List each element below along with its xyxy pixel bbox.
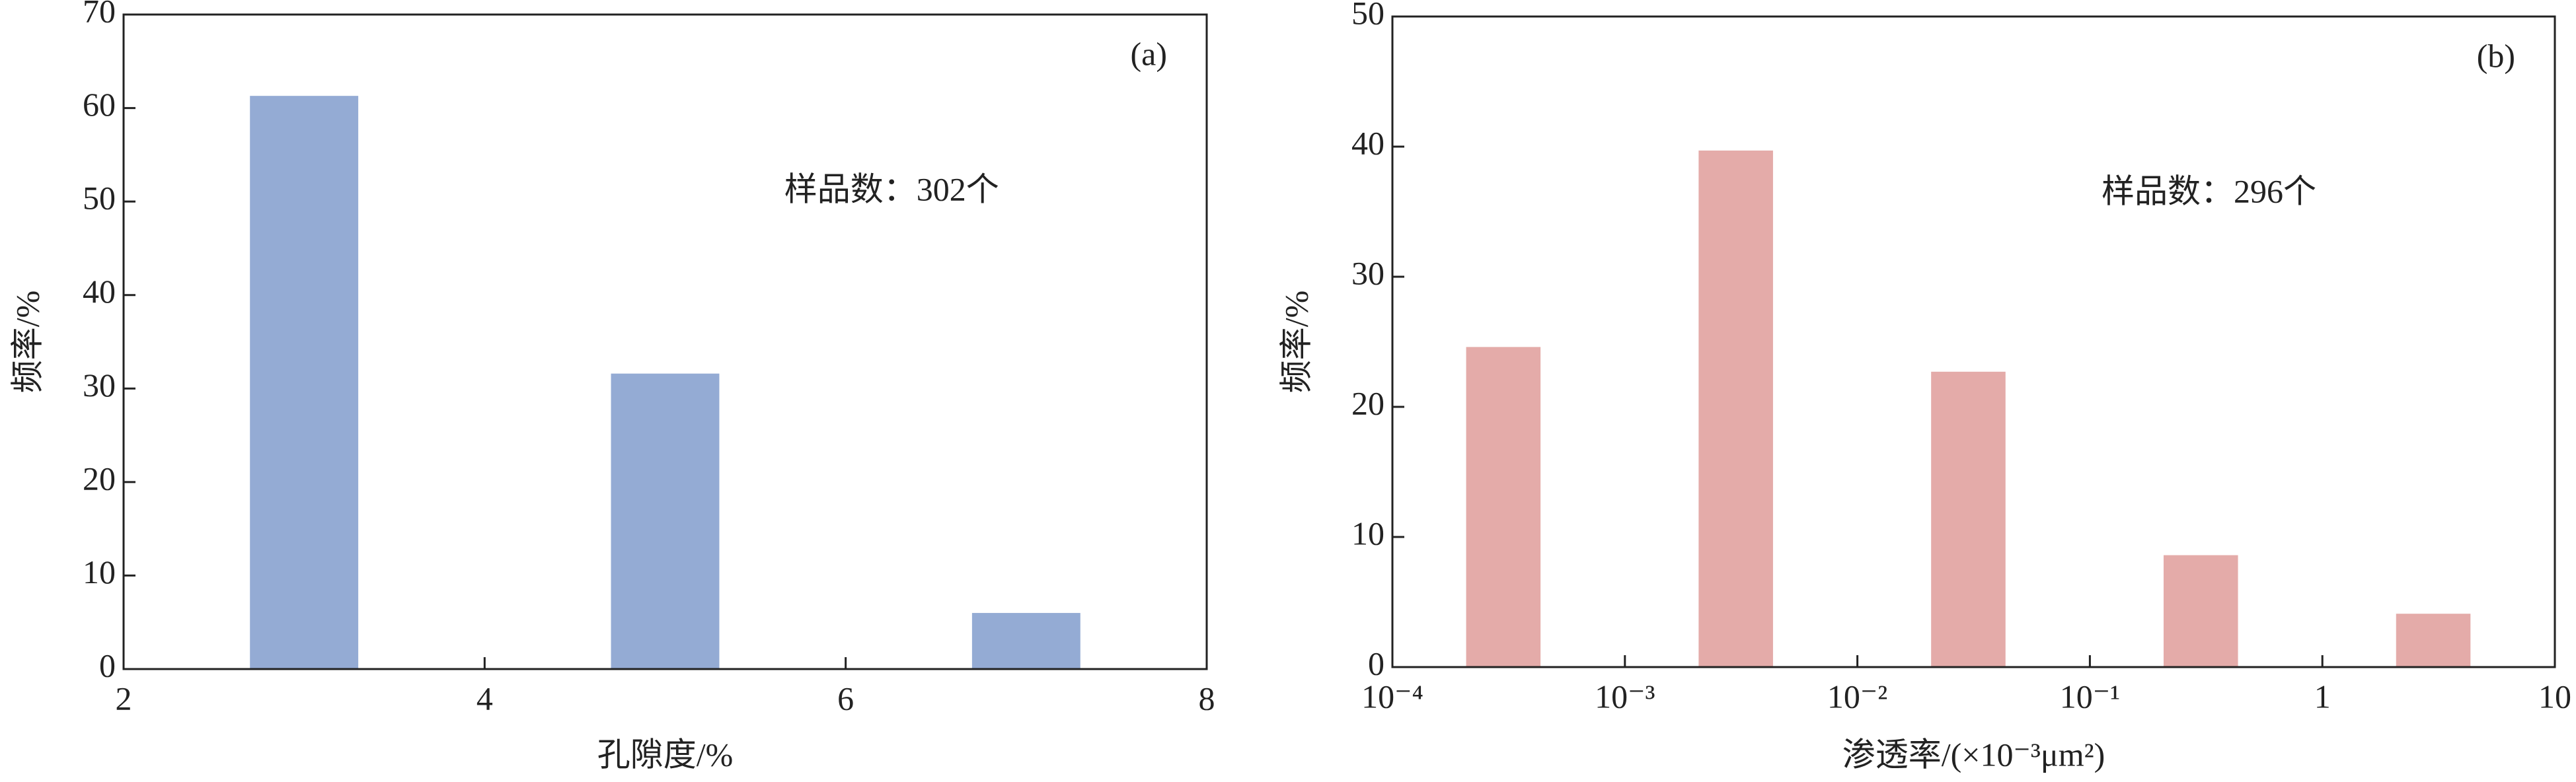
y-tick-label: 20 (83, 460, 116, 497)
y-tick-label: 20 (1351, 384, 1384, 421)
bar (2163, 555, 2238, 667)
x-tick-label: 10⁻³ (1595, 678, 1655, 715)
plot-frame (122, 13, 1208, 670)
y-tick-label: 50 (1351, 0, 1384, 31)
y-tick-label: 10 (1351, 515, 1384, 551)
x-axis-label: 渗透率/(×10⁻³μm²) (1842, 736, 2105, 773)
y-tick-label: 30 (83, 367, 116, 404)
y-tick-label: 70 (83, 0, 116, 29)
x-tick-label: 10⁻¹ (2060, 678, 2120, 715)
panel-label: (b) (2477, 37, 2515, 74)
y-tick-label: 60 (83, 86, 116, 123)
bar (2396, 614, 2471, 667)
y-tick-label: 0 (1368, 645, 1384, 682)
y-tick-label: 10 (83, 553, 116, 590)
y-tick-label: 0 (99, 647, 116, 684)
y-tick-label: 50 (83, 180, 116, 217)
x-tick-label: 10⁻² (1827, 678, 1887, 715)
plot-frame (1391, 15, 2556, 668)
panel-label: (a) (1131, 35, 1168, 72)
bar (1466, 347, 1541, 667)
x-tick-label: 8 (1199, 680, 1215, 717)
annotation: 样品数：302个 (784, 170, 999, 207)
x-tick-label: 10⁻⁴ (1361, 678, 1423, 715)
bar (611, 373, 720, 669)
x-axis-label: 孔隙度/% (597, 736, 734, 773)
bar (1698, 150, 1773, 667)
y-tick-label: 40 (1351, 124, 1384, 161)
bar (1931, 371, 2006, 667)
x-tick-label: 10 (2538, 678, 2571, 715)
y-axis-label: 频率/% (9, 291, 46, 394)
x-tick-label: 4 (476, 680, 493, 717)
annotation: 样品数：296个 (2102, 172, 2316, 209)
bar (971, 613, 1080, 669)
x-tick-label: 2 (116, 680, 132, 717)
y-tick-label: 30 (1351, 254, 1384, 291)
x-tick-label: 6 (837, 680, 854, 717)
x-tick-label: 1 (2314, 678, 2331, 715)
y-tick-label: 40 (83, 273, 116, 310)
y-axis-label: 频率/% (1277, 291, 1314, 394)
bar (250, 96, 359, 670)
